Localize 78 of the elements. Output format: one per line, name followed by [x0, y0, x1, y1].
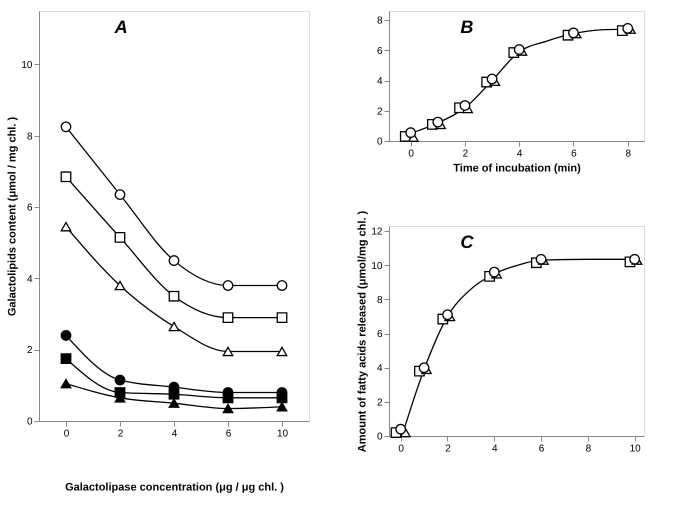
x-tick-label: 2 [445, 444, 452, 454]
point [114, 189, 126, 200]
point [460, 100, 470, 111]
point [60, 121, 72, 132]
y-tick-label: 4 [376, 363, 383, 374]
point [114, 232, 126, 243]
y-tick-label: 2 [376, 106, 383, 118]
y-tick-label: 2 [26, 345, 33, 356]
x-tick-label: 2 [118, 428, 124, 440]
chart-title: C [460, 232, 474, 252]
x-tick-label: 8 [625, 148, 632, 160]
chart-title: B [460, 17, 474, 37]
point [622, 23, 634, 34]
point [168, 255, 180, 266]
y-tick-label: 4 [376, 76, 383, 88]
x-tick-label: 4 [516, 148, 523, 160]
point [222, 346, 234, 356]
point [60, 353, 72, 364]
point [486, 74, 498, 84]
point [168, 322, 180, 332]
x-tick-label: 4 [172, 428, 178, 440]
y-tick-label: 12 [371, 226, 383, 238]
x-tick-label: 10 [276, 428, 288, 440]
point [114, 280, 126, 290]
x-tick-label: 0 [408, 148, 414, 160]
y-tick-label: 8 [376, 16, 383, 27]
point [222, 392, 234, 404]
y-tick-label: 8 [376, 294, 383, 306]
x-tick-label: 4 [492, 444, 498, 454]
point [432, 116, 444, 128]
x-tick-label: 10 [630, 444, 642, 454]
point [222, 312, 234, 324]
point [222, 280, 234, 291]
x-tick-label: 8 [586, 444, 592, 454]
point [405, 127, 416, 138]
y-tick-label: 8 [26, 131, 33, 142]
y-tick-label: 0 [26, 416, 33, 428]
y-tick-label: 2 [376, 397, 383, 408]
point [168, 398, 180, 408]
point [276, 312, 288, 324]
x-axis-title: Time of incubation (min) [453, 162, 582, 174]
chart-title: A [114, 17, 128, 37]
point [168, 290, 180, 302]
point [276, 280, 288, 291]
x-tick-label: 0 [64, 428, 70, 440]
y-axis-title: Amount of fatty acids released (μmol/mg chl. ) [356, 210, 368, 452]
y-tick-label: 10 [371, 260, 383, 272]
point [536, 254, 546, 265]
point [276, 346, 288, 356]
y-tick-label: 0 [376, 136, 383, 148]
y-tick-label: 10 [21, 60, 33, 71]
point [60, 378, 72, 388]
point [568, 28, 579, 38]
point [60, 171, 72, 182]
point [395, 424, 406, 435]
point [418, 362, 430, 374]
y-tick-label: 6 [26, 202, 33, 214]
point [514, 44, 525, 55]
y-tick-label: 4 [26, 274, 33, 285]
point [488, 266, 500, 278]
y-axis-title: Galactolipids content (μmol / mg chl. ) [6, 116, 18, 316]
point [276, 402, 288, 412]
x-axis-title: Galactolipase concentration (μg / μg chl. ) [65, 482, 284, 494]
point [60, 222, 72, 232]
y-tick-label: 6 [376, 46, 383, 57]
x-tick-label: 6 [571, 148, 578, 160]
x-tick-label: 0 [398, 444, 404, 454]
x-tick-label: 2 [462, 148, 469, 160]
point [60, 330, 72, 341]
point [222, 404, 234, 414]
x-tick-label: 6 [226, 428, 232, 440]
x-tick-label: 6 [538, 444, 545, 454]
point [276, 392, 288, 404]
point [629, 254, 640, 265]
point [168, 388, 180, 400]
point [442, 309, 453, 320]
y-tick-label: 6 [376, 329, 383, 340]
point [114, 374, 126, 386]
